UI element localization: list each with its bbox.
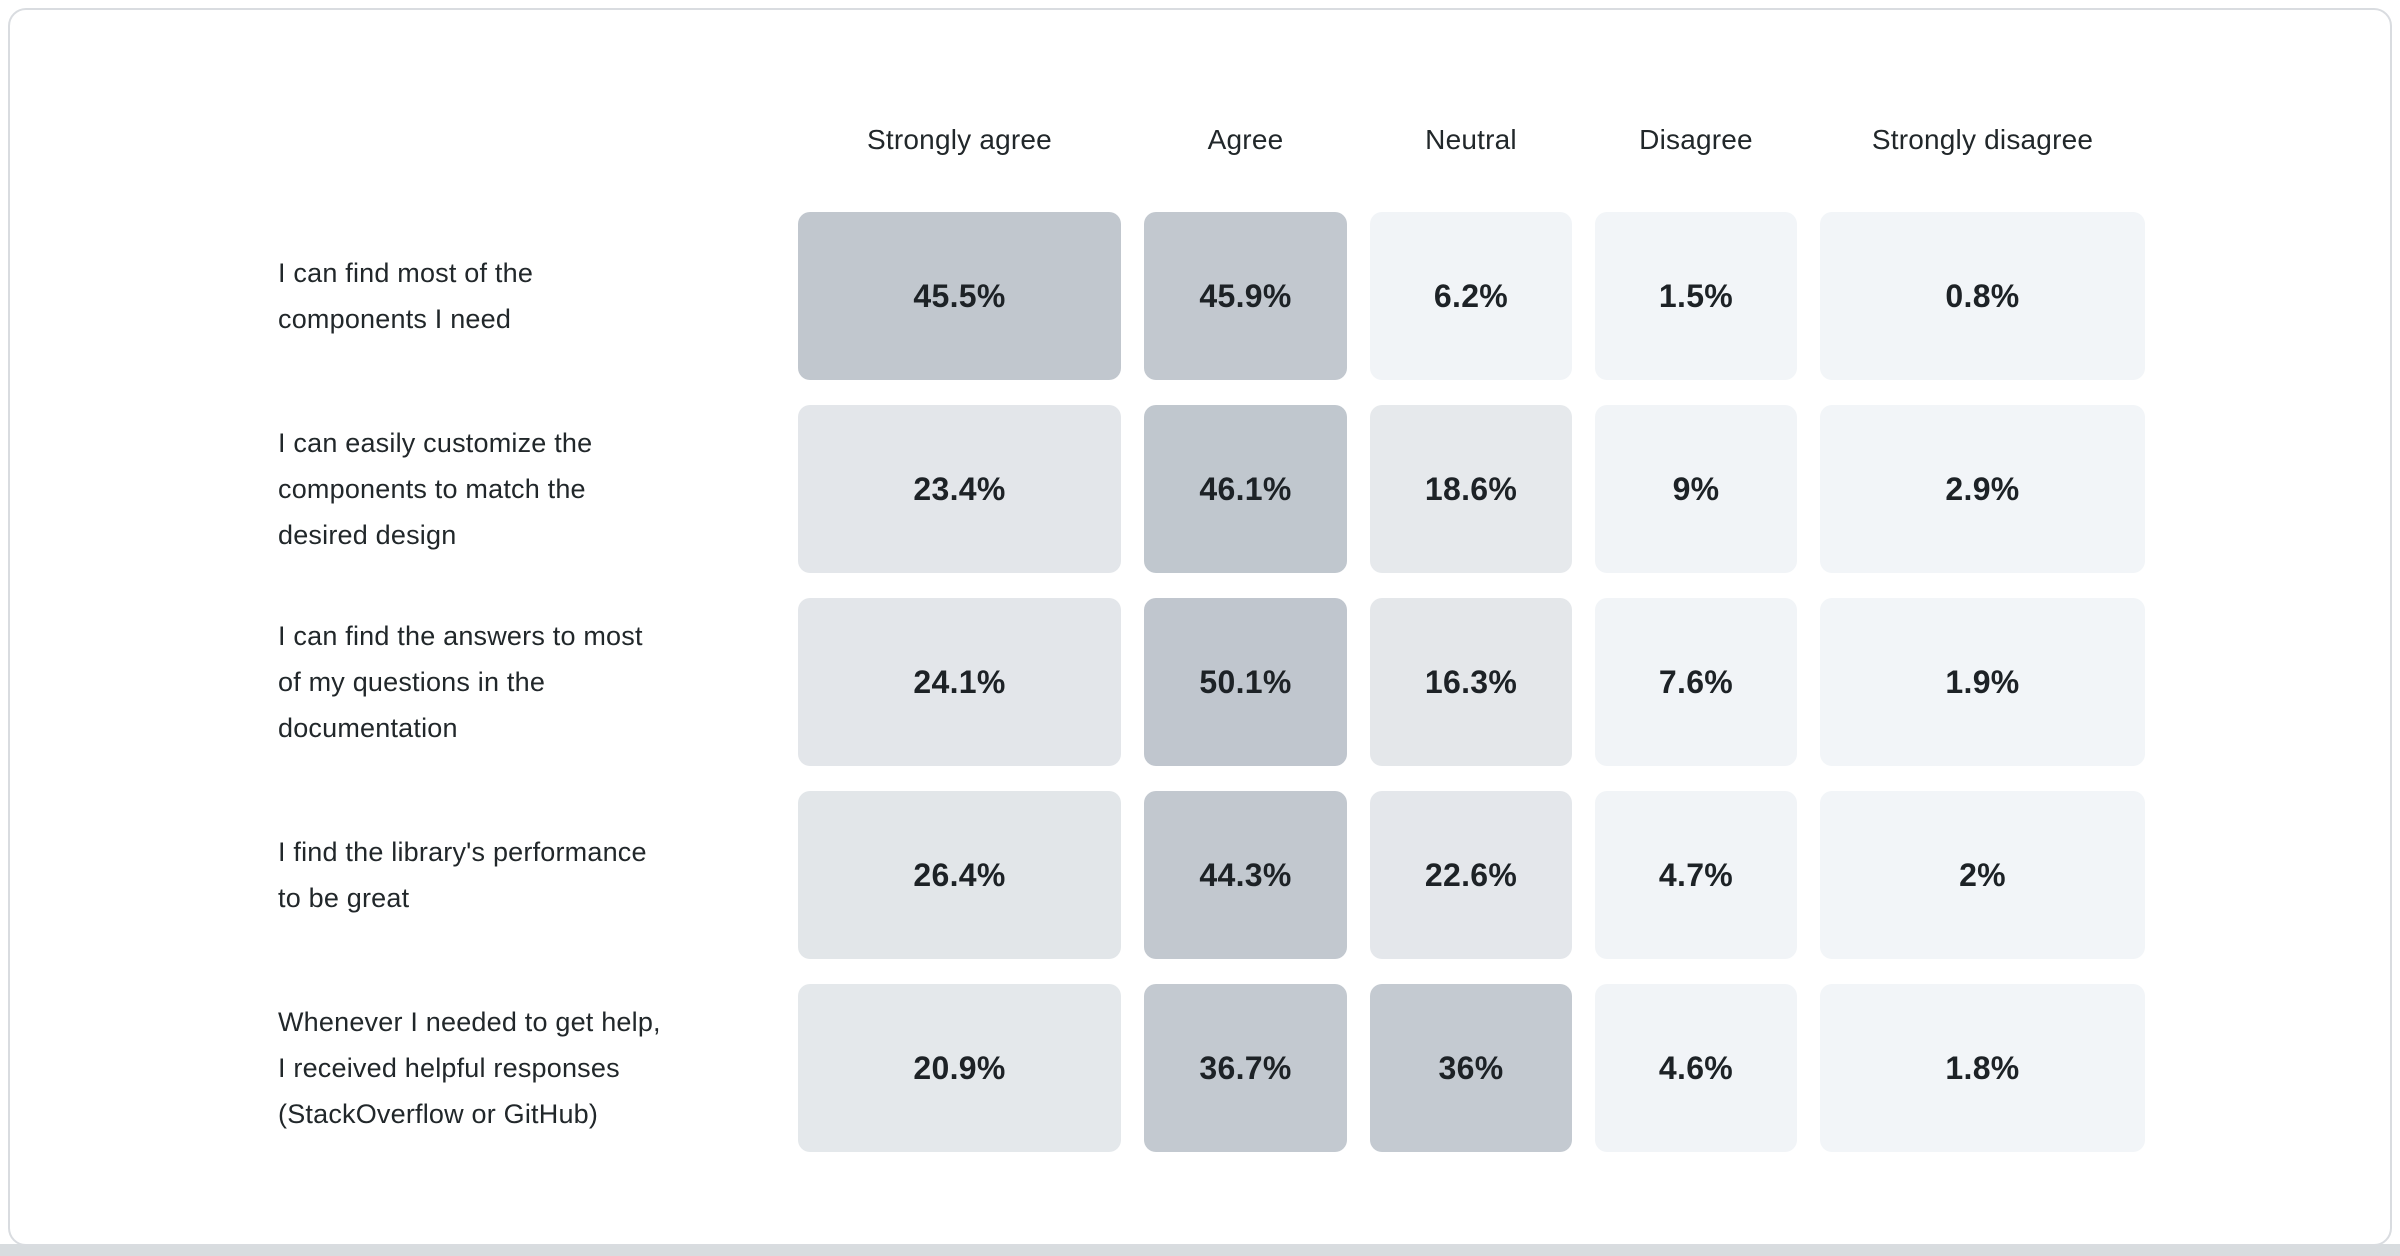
heatmap-cell: 22.6% [1370,791,1572,959]
cell-value: 45.5% [913,277,1006,314]
page-bottom-edge [0,1244,2400,1256]
header-label-spacer [278,112,775,168]
heatmap-cell: 36.7% [1144,984,1347,1152]
cell-value: 23.4% [913,470,1006,507]
heatmap-cell: 0.8% [1820,212,2145,380]
heatmap-cell: 4.7% [1595,791,1797,959]
cell-value: 1.5% [1658,277,1734,314]
heatmap-cell: 4.6% [1595,984,1797,1152]
heatmap-cell: 23.4% [798,405,1121,573]
heatmap-cell: 44.3% [1144,791,1347,959]
cell-value: 46.1% [1199,470,1292,507]
heatmap-cell: 20.9% [798,984,1121,1152]
cell-value: 36% [1438,1049,1504,1086]
heatmap-cell: 45.5% [798,212,1121,380]
column-header-strongly-agree: Strongly agree [867,124,1052,155]
column-header-neutral: Neutral [1425,124,1517,155]
cell-value: 7.6% [1658,663,1734,700]
heatmap-cell: 50.1% [1144,598,1347,766]
column-headers-row: Strongly agree Agree Neutral Disagree Strong… [278,112,2145,168]
cell-value: 6.2% [1433,277,1509,314]
column-header-strongly-disagree: Strongly disagree [1871,124,2094,155]
row-label: Whenever I needed to get help, I receive… [278,1007,661,1129]
row-label: I can find most of the components I need [278,258,534,334]
cell-value: 26.4% [913,856,1006,893]
cell-value: 0.8% [1945,277,2020,314]
heatmap-cell: 26.4% [798,791,1121,959]
heatmap-cell: 1.9% [1820,598,2145,766]
cell-value: 2.9% [1945,470,2020,507]
cell-value: 1.9% [1945,663,2020,700]
cell-value: 20.9% [913,1049,1006,1086]
column-header-agree: Agree [1207,124,1284,155]
cell-value: 45.9% [1199,277,1292,314]
heatmap-cell: 46.1% [1144,405,1347,573]
cell-value: 4.6% [1658,1049,1734,1086]
cell-value: 50.1% [1199,663,1292,700]
cell-value: 44.3% [1199,856,1292,893]
cell-value: 2% [1959,856,2006,893]
heatmap-cell: 2.9% [1820,405,2145,573]
row-label: I can easily customize the components to… [278,428,593,550]
row-label: I can find the answers to most of my que… [278,621,643,743]
heatmap-table: I can find most of the components I need… [278,212,2145,1152]
cell-value: 24.1% [913,663,1006,700]
heatmap-cell: 36% [1370,984,1572,1152]
heatmap-cell: 16.3% [1370,598,1572,766]
cell-value: 18.6% [1424,470,1518,507]
heatmap-cell: 7.6% [1595,598,1797,766]
cell-value: 36.7% [1199,1049,1292,1086]
cell-value: 22.6% [1424,856,1518,893]
heatmap-cell: 2% [1820,791,2145,959]
heatmap-cell: 6.2% [1370,212,1572,380]
row-label: I find the library's performance to be g… [278,837,647,913]
cell-value: 9% [1672,470,1720,507]
heatmap-cell: 1.5% [1595,212,1797,380]
column-header-disagree: Disagree [1639,124,1753,155]
heatmap-cell: 18.6% [1370,405,1572,573]
cell-value: 16.3% [1424,663,1518,700]
cell-value: 4.7% [1658,856,1734,893]
heatmap-cell: 45.9% [1144,212,1347,380]
heatmap-cell: 9% [1595,405,1797,573]
heatmap-cell: 24.1% [798,598,1121,766]
cell-value: 1.8% [1945,1049,2020,1086]
heatmap-cell: 1.8% [1820,984,2145,1152]
